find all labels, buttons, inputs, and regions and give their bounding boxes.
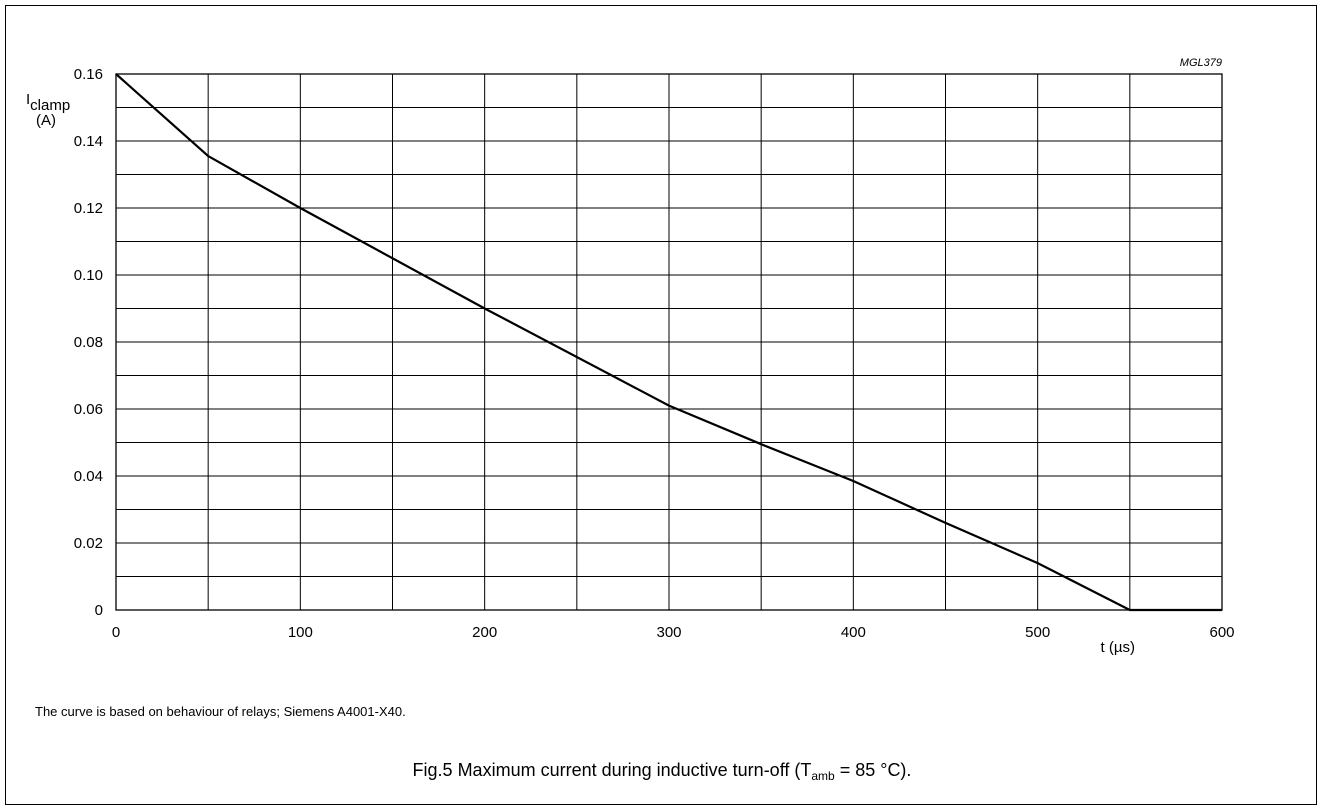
y-tick-label: 0.08 <box>74 334 103 351</box>
chart-grid <box>115 73 1223 611</box>
y-axis-label: Iclamp <box>26 91 70 114</box>
y-tick-label: 0 <box>95 602 103 619</box>
x-tick-label: 500 <box>1025 624 1050 641</box>
y-axis-unit: (A) <box>36 112 56 129</box>
y-tick-label: 0.10 <box>74 267 103 284</box>
chart-series <box>115 73 1222 612</box>
x-tick-label: 0 <box>112 624 120 641</box>
chart-labels: 0 0.02 0.04 0.06 0.08 0.10 0.12 0.14 0.16 0 100 200… <box>74 66 1235 641</box>
y-tick-label: 0.12 <box>74 200 103 217</box>
x-tick-label: 300 <box>656 624 681 641</box>
x-tick-label: 600 <box>1209 624 1234 641</box>
caption-subscript: amb <box>811 769 835 783</box>
y-tick-label: 0.14 <box>74 133 103 150</box>
y-tick-label: 0.16 <box>74 66 103 83</box>
y-tick-label: 0.02 <box>74 535 103 552</box>
figure-frame <box>5 5 1317 805</box>
y-tick-label: 0.06 <box>74 401 103 418</box>
chart: 0 0.02 0.04 0.06 0.08 0.10 0.12 0.14 0.16 0 100 200… <box>26 57 1235 656</box>
figure-code: MGL379 <box>1180 57 1222 69</box>
x-tick-label: 400 <box>841 624 866 641</box>
x-tick-label: 100 <box>288 624 313 641</box>
caption-prefix: Fig.5 Maximum current during inductive t… <box>412 760 812 780</box>
y-tick-label: 0.04 <box>74 468 103 485</box>
plot-border <box>115 73 1223 611</box>
y-axis-subscript: clamp <box>30 97 70 114</box>
x-axis-label: t (µs) <box>1101 639 1135 656</box>
y-axis-symbol: I <box>26 91 30 108</box>
figure-caption: Fig.5 Maximum current during inductive t… <box>0 760 1324 783</box>
caption-suffix: = 85 °C). <box>834 760 912 780</box>
series-line <box>115 73 1222 612</box>
footnote: The curve is based on behaviour of relay… <box>35 704 406 719</box>
x-tick-label: 200 <box>472 624 497 641</box>
